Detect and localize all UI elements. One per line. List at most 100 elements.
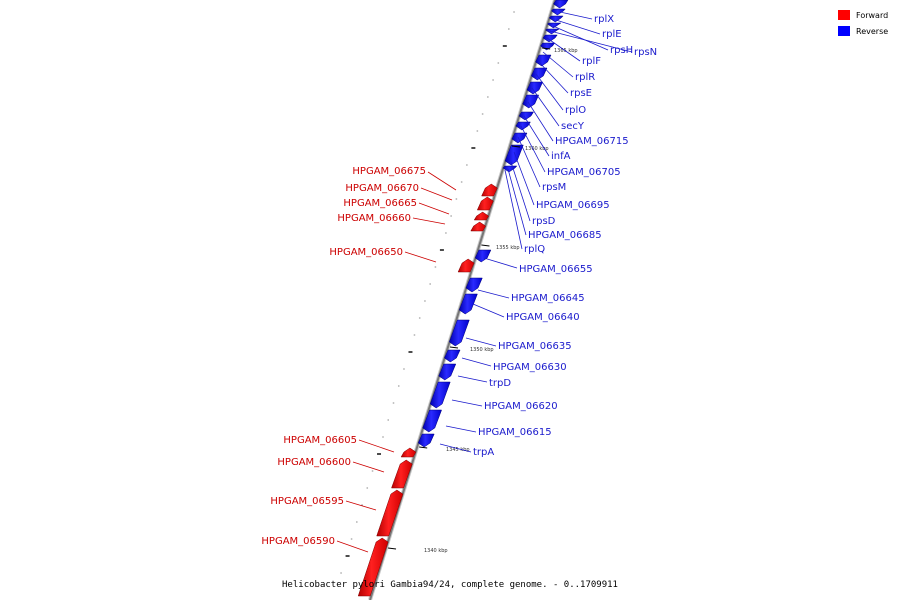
forward-gene-labels: HPGAM_06675 HPGAM_06670 HPGAM_06665 HPGA…	[261, 166, 426, 547]
reverse-gene-block[interactable]	[526, 81, 544, 95]
forward-gene-block[interactable]	[357, 537, 389, 597]
reverse-gene-block[interactable]	[444, 349, 461, 363]
leader-line	[439, 443, 472, 453]
gene-label-reverse[interactable]: rpsM	[542, 182, 566, 193]
leader-line	[358, 439, 395, 453]
label-leader-lines	[336, 11, 633, 553]
reverse-gene-block[interactable]	[535, 54, 552, 67]
reverse-gene-block[interactable]	[515, 121, 531, 131]
gene-label-reverse[interactable]: HPGAM_06705	[547, 167, 621, 178]
gene-label-reverse[interactable]: rplQ	[524, 244, 545, 255]
forward-gene-block[interactable]	[473, 211, 489, 221]
gene-label-forward[interactable]: HPGAM_06590	[261, 536, 335, 547]
forward-gene-block[interactable]	[376, 489, 404, 537]
leader-line	[552, 25, 609, 51]
leader-line	[412, 217, 446, 225]
gene-label-reverse[interactable]: HPGAM_06640	[506, 312, 580, 323]
gene-label-reverse[interactable]: rplR	[575, 72, 595, 83]
gene-label-reverse[interactable]: rplE	[602, 29, 622, 40]
leader-line	[527, 101, 554, 142]
gene-features	[357, 0, 569, 597]
leader-line	[520, 125, 546, 173]
legend: Forward Reverse	[838, 10, 888, 36]
gene-label-reverse[interactable]: HPGAM_06645	[511, 293, 585, 304]
reverse-gene-block[interactable]	[429, 381, 451, 409]
leader-line	[472, 303, 505, 318]
reverse-gene-block[interactable]	[553, 0, 569, 9]
gene-label-reverse[interactable]: HPGAM_06715	[555, 136, 629, 147]
kbp-marker-1355: 1355 kbp	[496, 245, 520, 251]
leader-line	[549, 30, 633, 53]
gene-label-forward[interactable]: HPGAM_06665	[343, 198, 417, 209]
gene-label-reverse[interactable]: rpsD	[532, 216, 556, 227]
gene-label-reverse[interactable]: HPGAM_06620	[484, 401, 558, 412]
reverse-gene-block[interactable]	[417, 433, 435, 448]
gene-label-reverse[interactable]: HPGAM_06615	[478, 427, 552, 438]
gene-label-forward[interactable]: HPGAM_06675	[352, 166, 426, 177]
leader-line	[420, 187, 453, 201]
leader-line	[483, 257, 518, 269]
forward-gene-block[interactable]	[400, 447, 417, 458]
gene-label-reverse[interactable]: rpsH	[610, 45, 633, 56]
reverse-gene-block[interactable]	[542, 34, 558, 43]
gene-label-forward[interactable]: HPGAM_06605	[283, 435, 357, 446]
forward-gene-block[interactable]	[476, 196, 494, 211]
leader-line	[559, 11, 593, 20]
legend-label-forward: Forward	[856, 11, 888, 20]
reverse-gene-block[interactable]	[548, 15, 564, 23]
gene-label-reverse[interactable]: rplF	[582, 56, 601, 67]
kbp-marker-1340: 1340 kbp	[424, 548, 448, 554]
legend-swatch-reverse	[838, 26, 850, 36]
gene-label-reverse[interactable]: trpA	[473, 447, 494, 458]
kbp-tick	[449, 346, 459, 349]
leader-line	[451, 399, 483, 407]
gene-label-forward[interactable]: HPGAM_06650	[329, 247, 403, 258]
reverse-gene-block[interactable]	[518, 111, 534, 121]
gene-label-reverse[interactable]: infA	[551, 151, 571, 162]
reverse-gene-block[interactable]	[551, 8, 566, 16]
gene-label-reverse[interactable]: rplX	[594, 14, 614, 25]
forward-gene-block[interactable]	[391, 459, 413, 489]
forward-gene-block[interactable]	[481, 183, 498, 197]
reverse-gene-block[interactable]	[465, 277, 483, 293]
reverse-gene-block[interactable]	[511, 132, 528, 144]
leader-line	[477, 289, 510, 299]
legend-label-reverse: Reverse	[856, 27, 888, 36]
reverse-gene-block[interactable]	[448, 319, 470, 347]
gene-label-reverse[interactable]: secY	[561, 121, 585, 132]
reverse-gene-block[interactable]	[422, 409, 442, 433]
reverse-gene-block[interactable]	[458, 293, 478, 315]
leader-line	[535, 73, 564, 111]
leader-line	[404, 251, 437, 263]
gene-label-reverse[interactable]: rpsE	[570, 88, 592, 99]
gene-label-reverse[interactable]: rpsN	[634, 47, 657, 58]
genome-caption: Helicobacter pylori Gambia94/24, complet…	[282, 580, 618, 590]
gene-label-reverse[interactable]: HPGAM_06630	[493, 362, 567, 373]
reverse-gene-block[interactable]	[474, 249, 492, 263]
reverse-gene-block[interactable]	[546, 22, 562, 29]
gene-label-reverse[interactable]: HPGAM_06685	[528, 230, 602, 241]
forward-gene-block[interactable]	[457, 258, 475, 273]
gene-label-reverse[interactable]: trpD	[489, 378, 511, 389]
gene-label-reverse[interactable]: HPGAM_06655	[519, 264, 593, 275]
leader-line	[504, 169, 523, 250]
leader-line	[555, 19, 601, 35]
reverse-gene-block[interactable]	[502, 165, 518, 173]
leader-line	[352, 461, 385, 473]
kbp-marker-1345: 1345 kbp	[446, 447, 470, 453]
gene-label-forward[interactable]: HPGAM_06670	[345, 183, 419, 194]
leader-line	[523, 115, 550, 157]
forward-gene-block[interactable]	[470, 221, 486, 232]
reverse-gene-labels: rplX rplE rpsH rpsN rplF rplR rpsE rplO …	[473, 14, 657, 458]
leader-line	[418, 202, 450, 215]
leader-line	[510, 161, 531, 222]
gene-label-reverse[interactable]: rplO	[565, 105, 586, 116]
gene-label-forward[interactable]: HPGAM_06595	[270, 496, 344, 507]
gene-label-reverse[interactable]: HPGAM_06695	[536, 200, 610, 211]
kbp-tick	[481, 244, 490, 247]
reverse-gene-block[interactable]	[438, 363, 457, 381]
gene-label-forward[interactable]: HPGAM_06600	[277, 457, 351, 468]
gene-label-reverse[interactable]: HPGAM_06635	[498, 341, 572, 352]
leader-line	[345, 500, 377, 511]
gene-label-forward[interactable]: HPGAM_06660	[337, 213, 411, 224]
